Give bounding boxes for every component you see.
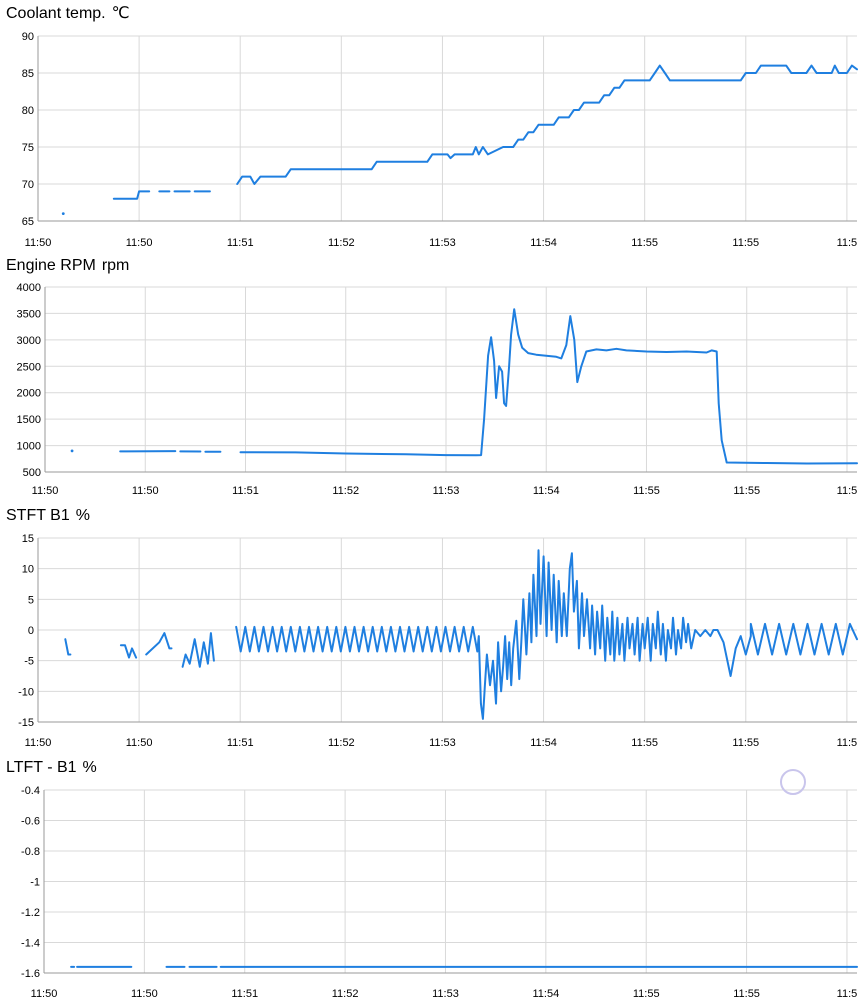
y-tick-label: 70: [22, 179, 34, 191]
chart-title-text: Coolant temp.: [6, 5, 106, 22]
y-tick-label: 500: [23, 467, 41, 479]
x-tick-label: 11:52: [332, 988, 359, 1000]
x-tick-label: 11:55: [733, 988, 760, 1000]
y-tick-label: 3500: [17, 308, 41, 320]
series-line: [64, 638, 72, 656]
engine-rpm-plot[interactable]: 4000 3500 3000 2500 2000 1500 1000 500 11:50 11:5…: [0, 255, 859, 500]
series-line: [119, 644, 138, 659]
x-tick-label: 11:52: [328, 237, 355, 249]
x-tick-label: 11:55: [733, 485, 760, 497]
x-tick-label: 11:55: [633, 988, 660, 1000]
y-tick-label: 65: [22, 216, 34, 228]
coolant-temp-plot[interactable]: 90 85 80 75 70 65 11:50 11:50 11:51 11:52 11:53 11:…: [0, 3, 859, 253]
x-tick-label: 11:54: [530, 737, 557, 749]
ltft-b1-plot[interactable]: -0.4 -0.6 -0.8 -1 -1.2 -1.4 -1.6 11:50 11:50 11:5…: [0, 757, 859, 1000]
y-tick-label: 10: [22, 564, 34, 576]
x-tick-label: 11:52: [332, 485, 359, 497]
x-tick-label: 11:50: [31, 988, 58, 1000]
y-tick-label: 90: [22, 31, 34, 43]
x-tick-label: 11:53: [429, 237, 456, 249]
x-tick-label: 11:51: [227, 737, 254, 749]
chart-unit: rpm: [101, 257, 130, 274]
x-tick-label: 11:50: [25, 737, 52, 749]
y-tick-label: 15: [22, 533, 34, 545]
y-tick-label: -0.4: [21, 785, 40, 797]
y-tick-label: -0.6: [21, 816, 40, 828]
chart-title: LTFT - B1%: [6, 757, 97, 779]
chart-title-text: Engine RPM: [6, 257, 96, 274]
x-tick-label: 11:50: [131, 988, 158, 1000]
x-tick-label: 11:5: [837, 237, 858, 249]
x-tick-label: 11:51: [227, 237, 254, 249]
x-tick-label: 11:53: [433, 485, 460, 497]
x-tick-label: 11:55: [631, 237, 658, 249]
x-tick-label: 11:55: [633, 485, 660, 497]
series-line: [239, 308, 858, 465]
x-tick-label: 11:50: [126, 737, 153, 749]
stft-b1-chart: STFT B1% 15 10 5 0 -5 -10 -15 11:50 11:50 11:51 11…: [0, 505, 859, 755]
touch-indicator-ring: [780, 769, 806, 795]
coolant-temp-chart: Coolant temp. ℃ 90 85 80 75 70 65 11:50 11:50 11:…: [0, 3, 859, 253]
x-tick-label: 11:5: [837, 737, 858, 749]
y-tick-label: 5: [28, 594, 34, 606]
y-tick-label: -1.2: [21, 907, 40, 919]
y-tick-label: 4000: [17, 282, 41, 294]
y-tick-label: -15: [18, 717, 34, 729]
chart-unit: %: [82, 759, 97, 776]
y-tick-label: 1000: [17, 441, 41, 453]
y-tick-label: -1.6: [21, 968, 40, 980]
y-tick-label: 2500: [17, 361, 41, 373]
x-tick-label: 11:50: [126, 237, 153, 249]
x-tick-label: 11:50: [132, 485, 159, 497]
chart-unit: %: [75, 507, 90, 524]
x-tick-label: 11:55: [732, 737, 759, 749]
x-tick-label: 11:54: [533, 485, 560, 497]
y-tick-label: -0.8: [21, 846, 40, 858]
series-line: [112, 190, 151, 200]
chart-title: STFT B1%: [6, 505, 90, 527]
x-tick-label: 11:50: [25, 237, 52, 249]
engine-rpm-chart: Engine RPM rpm 4000 3500 3000 2500 2000 1500 10…: [0, 255, 859, 500]
chart-title: Engine RPM rpm: [6, 255, 129, 277]
y-tick-label: -10: [18, 686, 34, 698]
series-line: [236, 64, 858, 185]
y-tick-label: 1500: [17, 414, 41, 426]
x-tick-label: 11:50: [32, 485, 59, 497]
x-tick-label: 11:5: [837, 485, 858, 497]
y-tick-label: 0: [28, 625, 34, 637]
series-line: [181, 632, 215, 668]
x-tick-label: 11:51: [231, 988, 258, 1000]
x-tick-label: 11:51: [232, 485, 259, 497]
y-tick-label: 2000: [17, 388, 41, 400]
y-tick-label: 80: [22, 105, 34, 117]
y-tick-label: -1: [30, 877, 40, 889]
x-tick-label: 11:53: [429, 737, 456, 749]
y-tick-label: -1.4: [21, 938, 40, 950]
y-tick-label: 75: [22, 142, 34, 154]
y-tick-label: -5: [24, 656, 34, 668]
stft-b1-plot[interactable]: 15 10 5 0 -5 -10 -15 11:50 11:50 11:51 11:52 11:53 1…: [0, 505, 859, 755]
x-tick-label: 11:54: [530, 237, 557, 249]
x-tick-label: 11:52: [328, 737, 355, 749]
data-point: [61, 212, 65, 216]
chart-title-text: LTFT - B1: [6, 759, 77, 776]
chart-title-text: STFT B1: [6, 507, 70, 524]
chart-unit: ℃: [111, 5, 130, 22]
x-tick-label: 11:54: [532, 988, 559, 1000]
x-tick-label: 11:5: [837, 988, 858, 1000]
ltft-b1-chart: LTFT - B1% -0.4 -0.6 -0.8 -1 -1.2 -1.4 -1.6 11:…: [0, 757, 859, 1000]
chart-title: Coolant temp. ℃: [6, 3, 130, 25]
series-line: [145, 632, 173, 656]
y-tick-label: 85: [22, 68, 34, 80]
x-tick-label: 11:55: [631, 737, 658, 749]
data-point: [70, 449, 74, 453]
x-tick-label: 11:55: [732, 237, 759, 249]
x-tick-label: 11:53: [432, 988, 459, 1000]
y-tick-label: 3000: [17, 335, 41, 347]
series-line: [235, 549, 858, 720]
